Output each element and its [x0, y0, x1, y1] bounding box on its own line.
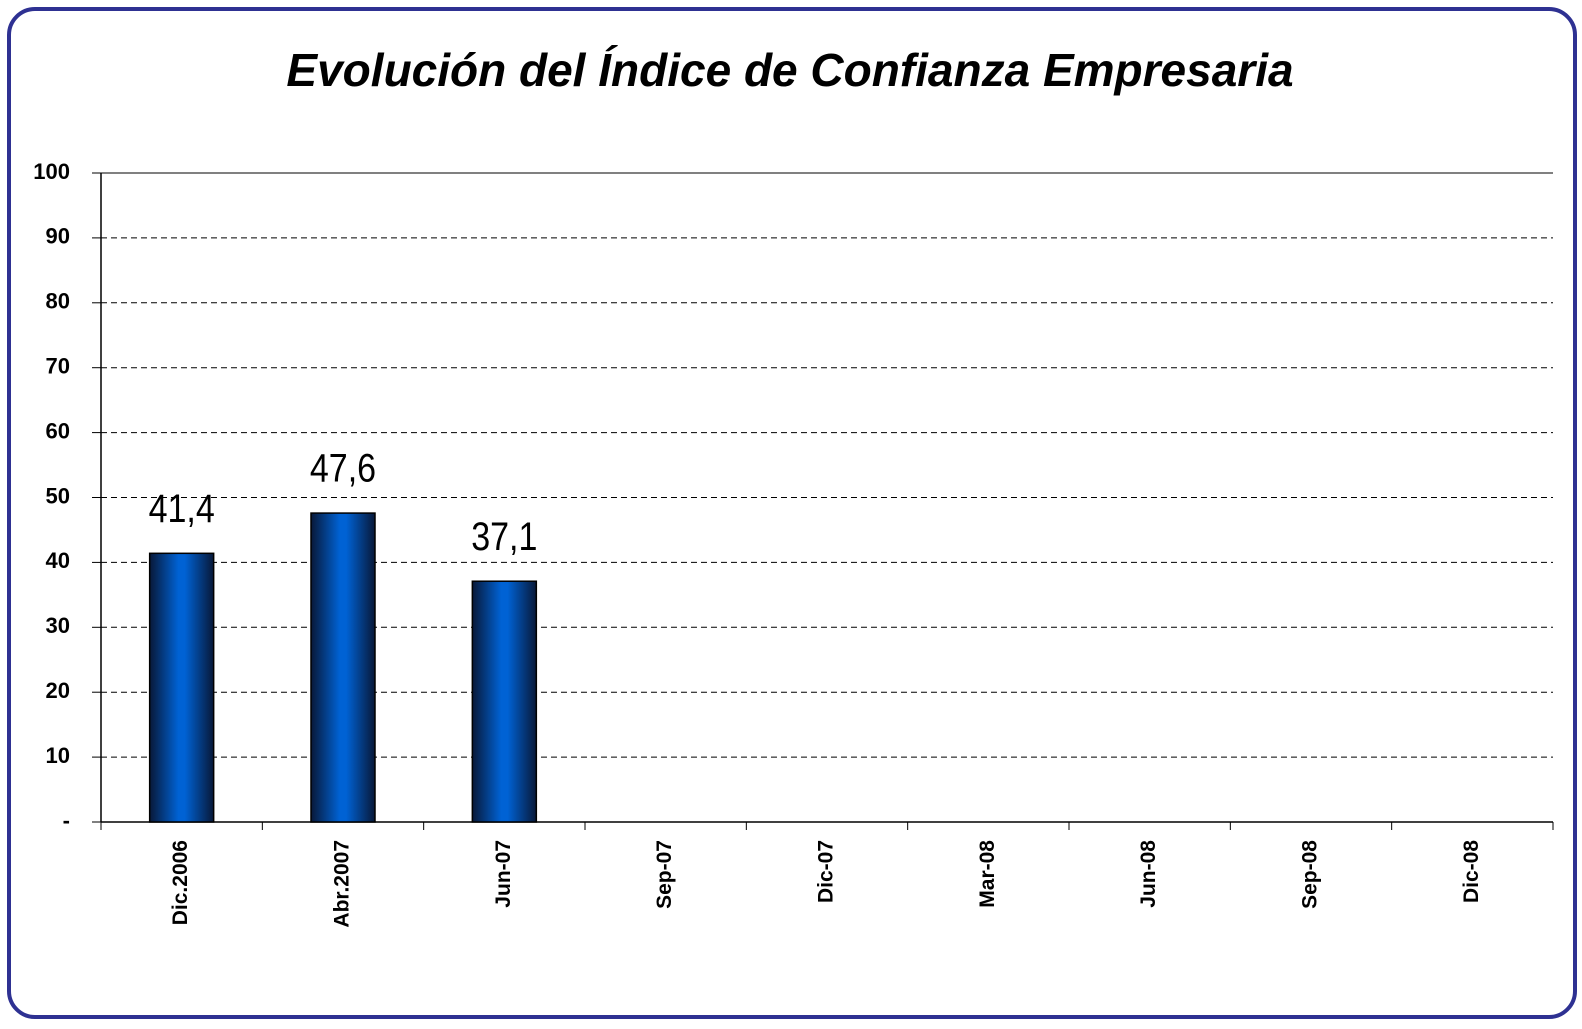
x-tick-label: Sep-08	[1299, 840, 1322, 909]
value-label: 47,6	[310, 445, 376, 490]
chart-title: Evolución del Índice de Confianza Empres…	[286, 44, 1293, 96]
y-tick-label: 70	[46, 354, 70, 379]
x-tick-label: Abr.2007	[331, 840, 354, 928]
x-tick-label: Dic.2006	[169, 840, 192, 925]
bar	[471, 580, 538, 823]
bar	[148, 552, 215, 823]
y-tick-label: 20	[46, 678, 70, 703]
y-tick-label: 60	[46, 418, 70, 443]
x-tick-label: Mar-08	[976, 840, 999, 908]
y-tick-label: -	[63, 808, 70, 833]
x-tick-label: Dic-08	[1460, 840, 1483, 903]
y-tick-label: 40	[46, 548, 70, 573]
y-tick-label: 50	[46, 483, 70, 508]
value-label: 37,1	[471, 513, 537, 558]
y-tick-label: 80	[46, 289, 70, 314]
value-label: 41,4	[149, 485, 215, 530]
y-tick-label: 90	[46, 224, 70, 249]
x-tick-label: Jun-08	[1137, 840, 1160, 908]
bar	[310, 512, 376, 823]
y-tick-label: 10	[46, 743, 70, 768]
x-tick-label: Dic-07	[815, 840, 838, 903]
y-tick-label: 30	[46, 613, 70, 638]
y-tick-label: 100	[33, 159, 70, 184]
frame	[7, 7, 1577, 1019]
x-tick-label: Sep-07	[653, 840, 676, 909]
x-tick-label: Jun-07	[492, 840, 515, 908]
